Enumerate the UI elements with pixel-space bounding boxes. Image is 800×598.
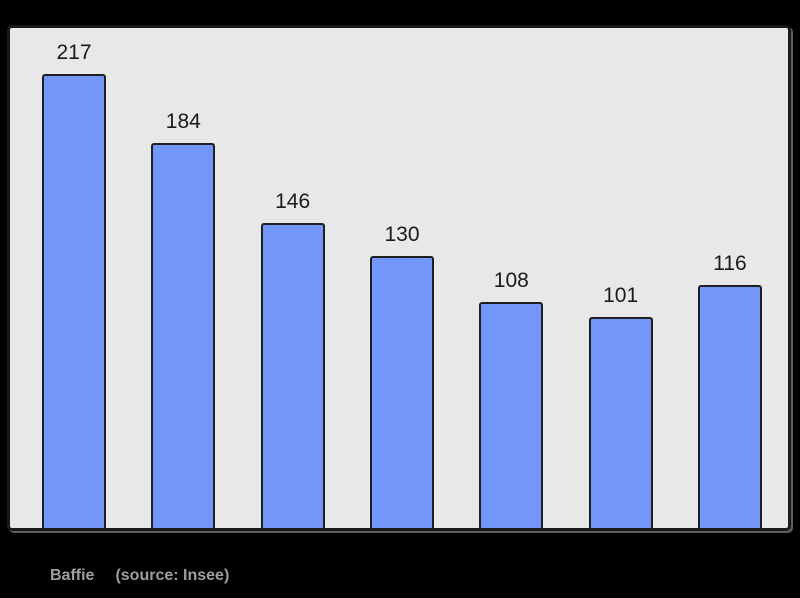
bar <box>588 317 653 528</box>
bar-value-label: 116 <box>713 251 747 275</box>
bar <box>260 223 325 528</box>
chart-caption: Baffie (source: Insee) <box>50 567 229 585</box>
caption-source-label: (source: Insee) <box>115 567 230 584</box>
bar-chart-panel: 217 184 146 130 108 101 116 <box>7 25 791 531</box>
bar-value-label: 108 <box>493 268 529 292</box>
bar-value-label: 184 <box>165 109 201 133</box>
bar <box>479 302 544 528</box>
bar-value-label: 101 <box>603 283 639 307</box>
caption-place-label: Baffie <box>50 567 95 584</box>
bar-value-label: 217 <box>56 40 92 64</box>
bar <box>369 256 434 528</box>
bar <box>42 74 106 528</box>
bar <box>151 143 216 528</box>
bar-value-label: 146 <box>275 189 311 213</box>
bar <box>697 285 762 528</box>
plot-area: 217 184 146 130 108 101 116 <box>10 28 788 528</box>
bar-value-label: 130 <box>384 222 420 246</box>
